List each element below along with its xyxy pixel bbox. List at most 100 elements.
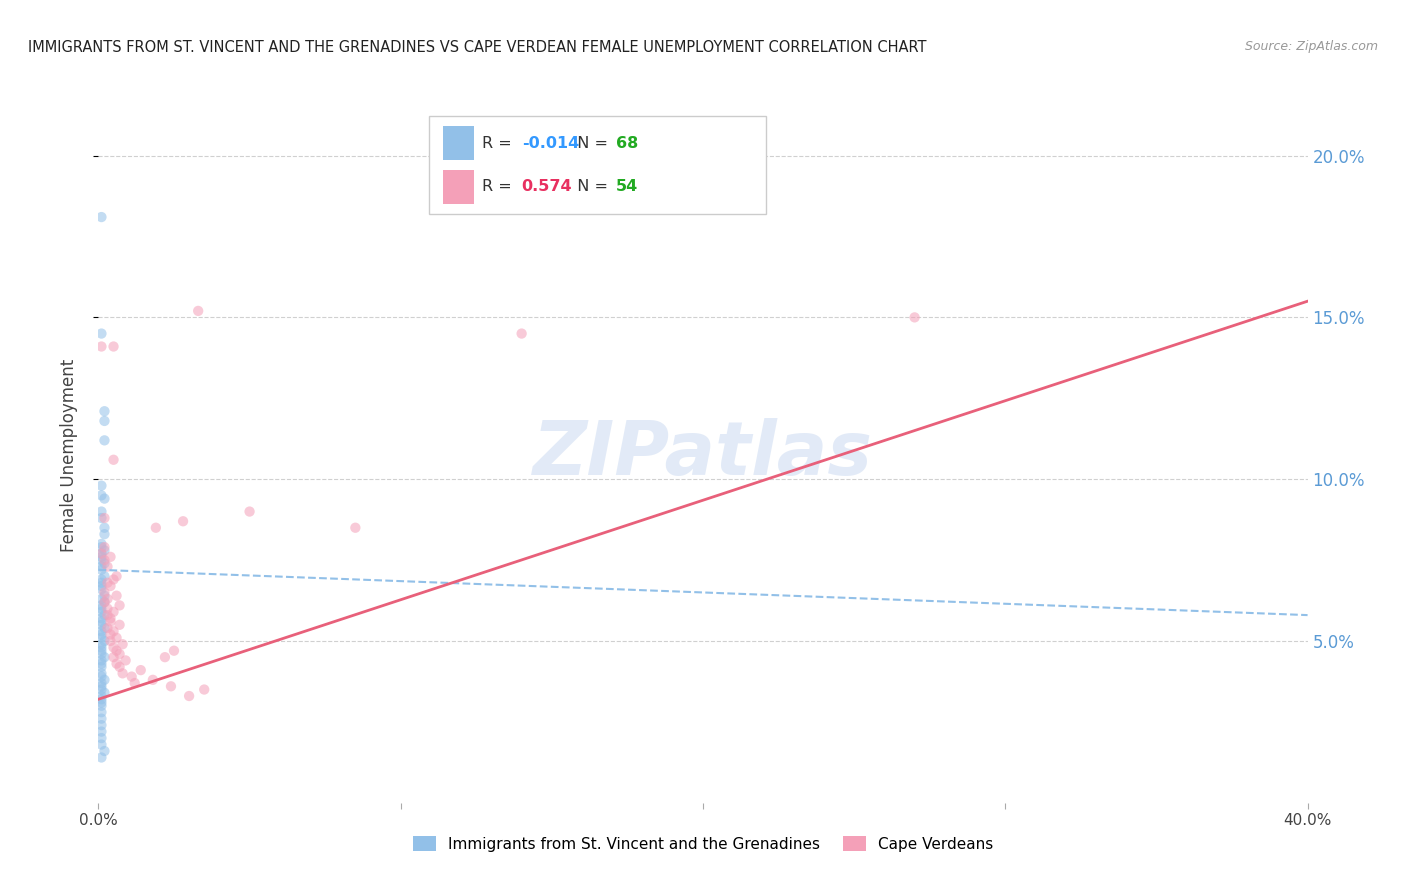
Point (93, 595, 115, 609)
Point (90, 705, 112, 719)
Point (93, 491, 115, 506)
Point (111, 637, 134, 651)
Point (90, 631, 112, 645)
Point (344, 521, 367, 535)
Point (105, 569, 128, 583)
Point (90, 682, 112, 697)
Point (90, 724, 112, 739)
Point (90, 738, 112, 752)
Point (96, 591, 118, 606)
Point (90, 679, 112, 693)
Point (105, 589, 128, 603)
Point (93, 404, 115, 418)
Point (100, 611, 122, 625)
Point (90, 549, 112, 564)
Point (90, 605, 112, 619)
Point (93, 527, 115, 541)
Point (96, 601, 118, 615)
Text: 0.574: 0.574 (522, 179, 572, 194)
Point (90, 647, 112, 661)
Point (103, 605, 125, 619)
Point (90, 660, 112, 674)
Point (96, 559, 118, 574)
Point (90, 573, 112, 587)
Point (239, 504, 262, 518)
Y-axis label: Female Unemployment: Female Unemployment (59, 359, 77, 551)
Text: R =: R = (482, 179, 517, 194)
Point (93, 634, 115, 648)
Point (96, 608, 118, 623)
Point (90, 643, 112, 657)
Point (90, 563, 112, 577)
Point (93, 686, 115, 700)
Point (93, 553, 115, 567)
Text: R =: R = (482, 136, 517, 151)
Point (90, 488, 112, 502)
Point (105, 631, 128, 645)
Point (93, 540, 115, 554)
Point (90, 478, 112, 492)
Point (100, 615, 122, 629)
Point (93, 557, 115, 571)
Point (90, 504, 112, 518)
Point (90, 718, 112, 732)
Point (90, 617, 112, 632)
Point (93, 673, 115, 687)
Point (90, 676, 112, 690)
Point (93, 543, 115, 558)
Text: N =: N = (567, 179, 613, 194)
Point (93, 585, 115, 599)
Point (96, 575, 118, 590)
Point (90, 611, 112, 625)
Point (90, 599, 112, 613)
Point (124, 676, 146, 690)
Point (114, 653, 136, 667)
Point (100, 627, 122, 641)
Point (93, 414, 115, 428)
Point (90, 601, 112, 615)
Point (193, 682, 215, 697)
Point (93, 569, 115, 583)
Point (90, 692, 112, 706)
Point (103, 339, 125, 353)
Point (100, 549, 122, 564)
Point (111, 666, 134, 681)
Point (187, 304, 209, 318)
Point (100, 579, 122, 593)
Point (90, 731, 112, 745)
Point (93, 511, 115, 525)
Point (90, 637, 112, 651)
Point (90, 575, 112, 590)
Point (90, 547, 112, 561)
Point (90, 210, 112, 224)
Point (90, 511, 112, 525)
Point (93, 621, 115, 635)
Point (103, 452, 125, 467)
Point (90, 547, 112, 561)
Point (96, 621, 118, 635)
Point (103, 650, 125, 665)
Point (105, 643, 128, 657)
Point (90, 640, 112, 655)
Point (108, 647, 131, 661)
Point (90, 624, 112, 639)
Point (93, 434, 115, 448)
Point (172, 514, 194, 528)
Point (93, 589, 115, 603)
Point (93, 744, 115, 758)
Point (160, 679, 183, 693)
Point (108, 617, 131, 632)
Point (93, 521, 115, 535)
Point (904, 310, 927, 325)
Point (90, 750, 112, 764)
Point (90, 591, 112, 606)
Point (90, 559, 112, 574)
Point (129, 663, 152, 677)
Text: 68: 68 (616, 136, 638, 151)
Point (145, 521, 167, 535)
Point (108, 660, 131, 674)
Point (90, 698, 112, 713)
Point (90, 653, 112, 667)
Text: -0.014: -0.014 (522, 136, 579, 151)
Point (108, 599, 131, 613)
